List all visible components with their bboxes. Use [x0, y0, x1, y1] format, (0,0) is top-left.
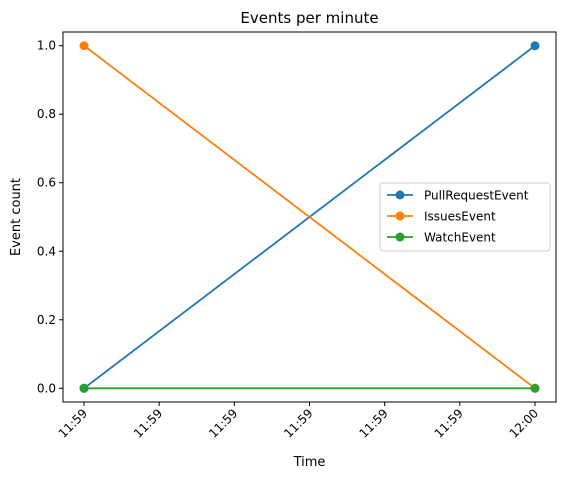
y-tick-label: 0.0 [37, 381, 56, 395]
legend: PullRequestEvent IssuesEvent WatchEvent [379, 182, 551, 252]
series-layer [79, 41, 540, 393]
legend-label: WatchEvent [424, 231, 496, 245]
y-tick-label: 1.0 [37, 39, 56, 53]
y-tick-label: 0.8 [37, 107, 56, 121]
y-axis-label: Event count [9, 178, 24, 256]
legend-label: IssuesEvent [424, 210, 496, 224]
data-point-pullrequestevent [530, 41, 540, 51]
y-tick-label: 0.6 [37, 176, 56, 190]
x-axis-label: Time [293, 455, 326, 470]
legend-marker [395, 190, 405, 200]
legend-label: PullRequestEvent [424, 189, 529, 203]
series-line-issuesevent [83, 44, 536, 390]
chart-title: Events per minute [240, 9, 378, 27]
y-tick-label: 0.2 [37, 313, 56, 327]
legend-box [379, 182, 551, 252]
legend-marker [395, 211, 405, 221]
legend-marker [395, 232, 405, 242]
data-point-issuesevent [79, 41, 89, 51]
y-tick-label: 0.4 [37, 244, 56, 258]
data-point-watchevent [79, 383, 89, 393]
data-point-watchevent [530, 383, 540, 393]
